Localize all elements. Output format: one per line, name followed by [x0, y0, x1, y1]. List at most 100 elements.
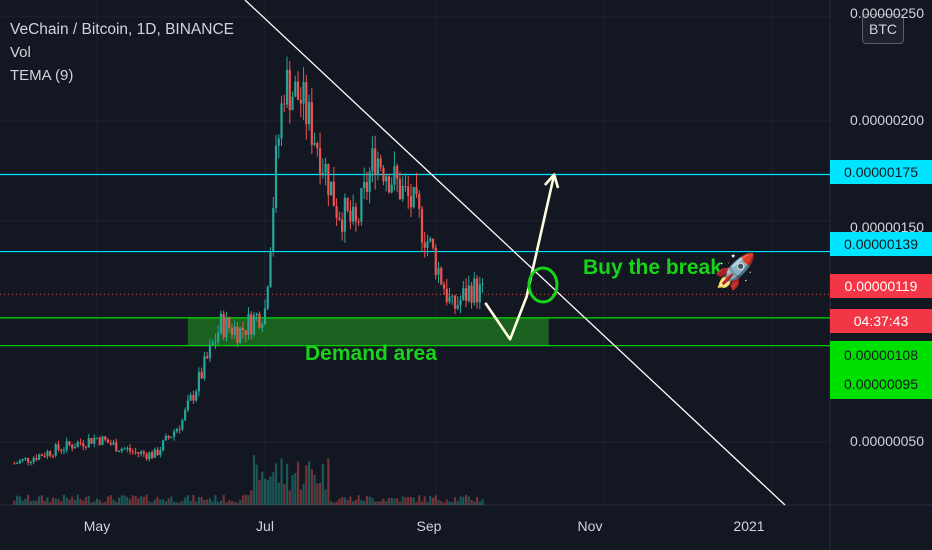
volume-bar	[382, 498, 385, 505]
volume-bar	[192, 494, 195, 505]
volume-bar	[385, 501, 388, 505]
candle-body	[239, 327, 242, 343]
candle-body	[423, 242, 426, 248]
candle-body	[173, 431, 176, 437]
candle-body	[451, 295, 454, 297]
currency-button[interactable]: BTC	[862, 14, 904, 44]
volume-bar	[269, 476, 272, 505]
volume-bar	[329, 501, 333, 505]
candle-body	[434, 247, 437, 275]
candle-body	[230, 328, 234, 335]
volume-bar	[156, 496, 159, 505]
candle-body	[475, 278, 479, 303]
vol-indicator-label[interactable]: Vol	[10, 44, 31, 61]
candle-body	[148, 452, 151, 460]
volume-bar	[324, 489, 327, 505]
price-level-tag: 0.00000095	[830, 370, 932, 399]
volume-bar	[393, 498, 396, 505]
volume-bar	[396, 498, 399, 505]
candle-body	[365, 181, 369, 192]
volume-bar	[459, 496, 462, 505]
volume-bar	[32, 500, 35, 505]
volume-bar	[95, 498, 99, 505]
volume-bar	[120, 495, 123, 505]
candle-body	[71, 445, 74, 449]
volume-bar	[305, 465, 308, 505]
candle-body	[211, 342, 214, 345]
volume-bar	[478, 501, 481, 505]
price-level-tag: 0.00000119	[830, 274, 932, 298]
volume-bar	[40, 495, 44, 505]
volume-bar	[112, 499, 115, 505]
candle-body	[277, 138, 280, 146]
volume-bar	[239, 500, 242, 505]
candle-body	[385, 176, 388, 182]
candle-body	[46, 451, 49, 457]
volume-bar	[316, 483, 319, 505]
volume-bar	[134, 495, 137, 505]
candle-body	[442, 284, 446, 289]
candle-body	[236, 326, 239, 343]
volume-bar	[82, 500, 85, 505]
volume-bar	[401, 496, 404, 505]
candle-body	[164, 436, 167, 441]
volume-bar	[167, 498, 170, 505]
volume-bar	[225, 502, 228, 505]
symbol-title[interactable]: VeChain / Bitcoin, 1D, BINANCE	[10, 21, 234, 38]
candle-body	[159, 450, 162, 456]
volume-bar	[68, 499, 71, 505]
volume-bar	[318, 483, 322, 505]
candle-body	[470, 285, 473, 303]
volume-bar	[115, 502, 118, 505]
candle-body	[217, 332, 220, 342]
candle-body	[200, 371, 203, 379]
candle-body	[360, 188, 363, 222]
volume-bar	[255, 464, 258, 505]
candle-body	[156, 449, 159, 456]
candle-body	[206, 356, 209, 359]
candle-body	[79, 442, 82, 444]
candle-body	[467, 285, 470, 301]
candle-body	[473, 278, 476, 303]
candle-body	[208, 344, 212, 359]
volume-bar	[241, 495, 245, 505]
volume-bar	[343, 497, 346, 505]
candle-body	[57, 444, 60, 450]
volume-bar	[51, 497, 55, 505]
candle-body	[313, 142, 316, 145]
candle-body	[104, 436, 107, 440]
candle-body	[280, 103, 283, 139]
candle-body	[90, 438, 93, 444]
volume-bar	[456, 501, 459, 505]
volume-bar	[376, 501, 380, 505]
volume-bar	[117, 497, 121, 505]
candle-body	[448, 296, 451, 302]
candle-body	[478, 284, 481, 303]
volume-bar	[18, 496, 21, 505]
candle-body	[54, 444, 57, 456]
volume-bar	[368, 496, 371, 505]
tema-indicator-label[interactable]: TEMA (9)	[10, 67, 74, 84]
candle-body	[363, 181, 366, 189]
volume-bar	[363, 500, 366, 505]
volume-bar	[161, 499, 165, 505]
volume-bar	[200, 496, 203, 505]
volume-bar	[310, 469, 313, 505]
rocket-icon: 🚀	[714, 253, 757, 291]
candle-body	[341, 219, 344, 232]
volume-bar	[236, 502, 239, 505]
volume-bar	[178, 502, 181, 505]
volume-bar	[374, 501, 377, 505]
volume-bar	[288, 490, 291, 505]
volume-bar	[475, 496, 479, 505]
volume-bar	[139, 496, 143, 505]
candle-body	[396, 165, 399, 179]
candle-body	[305, 82, 308, 125]
candle-body	[407, 186, 410, 197]
candle-body	[283, 103, 286, 105]
chart-legend: VeChain / Bitcoin, 1D, BINANCE Vol TEMA …	[10, 18, 234, 87]
volume-bar	[230, 500, 234, 505]
candle-body	[302, 82, 305, 104]
